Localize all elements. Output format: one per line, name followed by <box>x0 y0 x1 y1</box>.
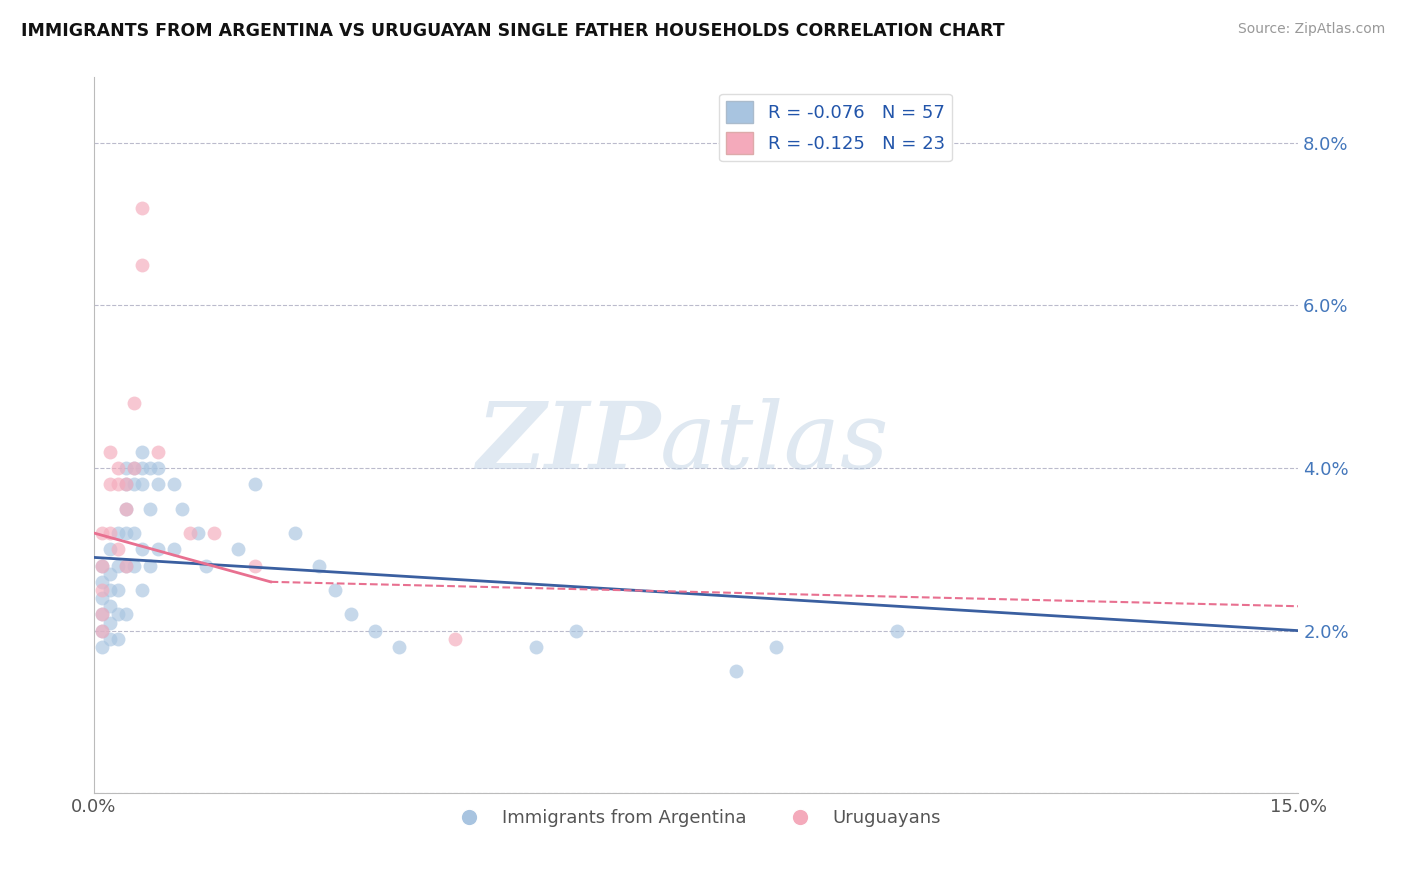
Point <box>107 558 129 573</box>
Point <box>107 632 129 646</box>
Point <box>107 461 129 475</box>
Point <box>179 526 201 541</box>
Point <box>202 526 225 541</box>
Point <box>243 477 266 491</box>
Point <box>122 396 145 410</box>
Point <box>115 461 138 475</box>
Point <box>131 542 153 557</box>
Point <box>172 501 194 516</box>
Point <box>115 477 138 491</box>
Point <box>115 526 138 541</box>
Point <box>91 558 114 573</box>
Point <box>444 632 467 646</box>
Point <box>524 640 547 654</box>
Point <box>98 615 121 630</box>
Point <box>139 558 162 573</box>
Point <box>115 558 138 573</box>
Point <box>122 461 145 475</box>
Point <box>131 461 153 475</box>
Point <box>98 542 121 557</box>
Text: Source: ZipAtlas.com: Source: ZipAtlas.com <box>1237 22 1385 37</box>
Point <box>91 582 114 597</box>
Point <box>187 526 209 541</box>
Point <box>131 201 153 215</box>
Point <box>122 461 145 475</box>
Point <box>91 558 114 573</box>
Point <box>91 607 114 622</box>
Point <box>98 632 121 646</box>
Point <box>98 582 121 597</box>
Point <box>131 444 153 458</box>
Point <box>115 477 138 491</box>
Point <box>98 526 121 541</box>
Point <box>308 558 330 573</box>
Point <box>146 542 169 557</box>
Point <box>115 501 138 516</box>
Text: atlas: atlas <box>659 398 890 488</box>
Point <box>146 444 169 458</box>
Point <box>98 566 121 581</box>
Point <box>146 477 169 491</box>
Text: IMMIGRANTS FROM ARGENTINA VS URUGUAYAN SINGLE FATHER HOUSEHOLDS CORRELATION CHAR: IMMIGRANTS FROM ARGENTINA VS URUGUAYAN S… <box>21 22 1005 40</box>
Point <box>195 558 218 573</box>
Point <box>146 461 169 475</box>
Point <box>115 558 138 573</box>
Point <box>139 501 162 516</box>
Point <box>886 624 908 638</box>
Point <box>122 558 145 573</box>
Point <box>564 624 586 638</box>
Point <box>107 542 129 557</box>
Point <box>388 640 411 654</box>
Point <box>98 444 121 458</box>
Point <box>107 607 129 622</box>
Point <box>91 624 114 638</box>
Point <box>131 258 153 272</box>
Point <box>364 624 387 638</box>
Point <box>765 640 787 654</box>
Point <box>122 477 145 491</box>
Text: ZIP: ZIP <box>475 398 659 488</box>
Point <box>122 526 145 541</box>
Point <box>115 501 138 516</box>
Point <box>243 558 266 573</box>
Legend: Immigrants from Argentina, Uruguayans: Immigrants from Argentina, Uruguayans <box>444 802 949 834</box>
Point <box>91 526 114 541</box>
Point <box>98 599 121 614</box>
Point <box>98 477 121 491</box>
Point <box>139 461 162 475</box>
Point <box>115 607 138 622</box>
Point <box>340 607 363 622</box>
Point <box>163 477 186 491</box>
Point <box>91 624 114 638</box>
Point <box>284 526 307 541</box>
Point <box>91 640 114 654</box>
Point <box>163 542 186 557</box>
Point <box>107 582 129 597</box>
Point <box>323 582 346 597</box>
Point <box>725 665 748 679</box>
Point <box>107 526 129 541</box>
Point <box>107 477 129 491</box>
Point <box>228 542 250 557</box>
Point <box>91 607 114 622</box>
Point <box>131 477 153 491</box>
Point <box>131 582 153 597</box>
Point <box>91 574 114 589</box>
Point <box>91 591 114 606</box>
